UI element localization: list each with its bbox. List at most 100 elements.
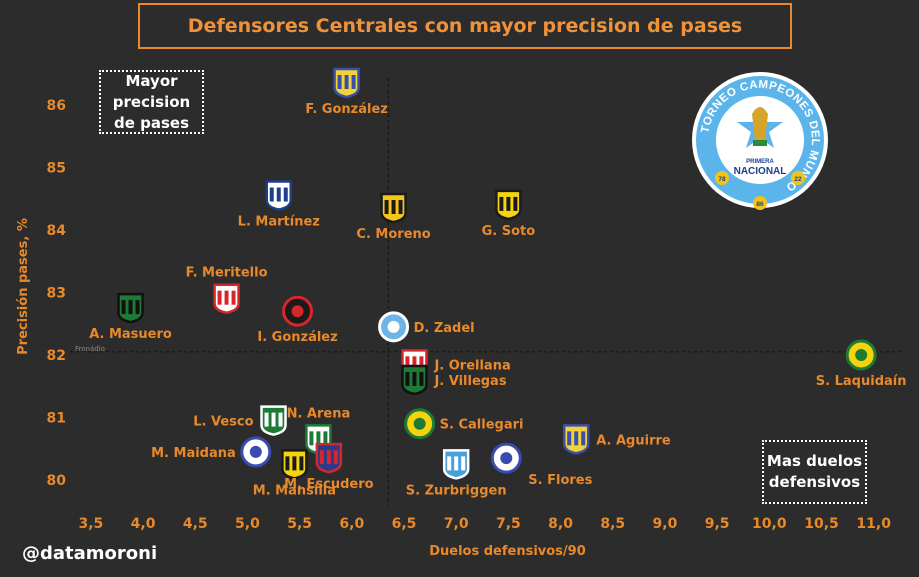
logo-year-bottom: 86 bbox=[756, 201, 764, 208]
point-label: M. Mansilla bbox=[253, 483, 336, 498]
data-point: A. Aguirre bbox=[562, 424, 671, 455]
data-point: S. Laquidaín bbox=[816, 339, 907, 389]
logo-year-left: 78 bbox=[718, 176, 726, 183]
club-badge-center bbox=[291, 305, 304, 318]
club-badge-stripe bbox=[461, 456, 466, 471]
x-tick-label: 4,5 bbox=[183, 516, 208, 532]
club-badge-stripe bbox=[574, 431, 579, 446]
x-tick-label: 7,5 bbox=[496, 516, 521, 532]
club-badge-stripe bbox=[412, 356, 417, 371]
logo-line1: PRIMERA bbox=[746, 159, 774, 165]
note-top-left: Mayor precision de pases bbox=[99, 70, 204, 134]
y-tick-label: 83 bbox=[47, 285, 66, 301]
club-badge-stripe bbox=[283, 187, 288, 202]
x-tick-label: 9,5 bbox=[705, 516, 730, 532]
y-tick-label: 86 bbox=[47, 98, 66, 114]
point-label: F. Meritello bbox=[186, 266, 268, 281]
x-tick-label: 3,5 bbox=[78, 516, 103, 532]
club-badge-stripe bbox=[419, 371, 424, 386]
data-point: S. Flores bbox=[490, 442, 593, 488]
club-badge-stripe bbox=[299, 456, 304, 471]
club-badge-stripe bbox=[581, 431, 586, 446]
data-point: A. Masuero bbox=[89, 292, 172, 342]
data-point: J. Villegas bbox=[401, 364, 507, 396]
x-tick-label: 8,5 bbox=[600, 516, 625, 532]
club-badge-stripe bbox=[391, 200, 396, 215]
data-point: D. Zadel bbox=[378, 311, 475, 343]
club-badge-stripe bbox=[405, 356, 410, 371]
club-badge-stripe bbox=[567, 431, 572, 446]
club-badge-stripe bbox=[121, 300, 126, 315]
data-point: S. Callegari bbox=[404, 408, 523, 440]
club-badge-stripe bbox=[271, 412, 276, 427]
point-label: N. Arena bbox=[287, 406, 351, 421]
point-label: M. Escudero bbox=[284, 477, 374, 492]
club-badge-stripe bbox=[276, 187, 281, 202]
point-label: L. Martínez bbox=[238, 215, 320, 230]
club-badge-stripe bbox=[506, 196, 511, 211]
club-badge-center bbox=[500, 452, 513, 465]
data-point: M. Maidana bbox=[151, 436, 272, 468]
club-badge-stripe bbox=[499, 196, 504, 211]
x-tick-label: 11,0 bbox=[856, 516, 891, 532]
chart-title: Defensores Centrales con mayor precision… bbox=[138, 3, 792, 49]
club-badge-stripe bbox=[351, 75, 356, 90]
club-badge-center bbox=[387, 320, 400, 333]
y-tick-label: 82 bbox=[47, 348, 66, 364]
point-label: C. Moreno bbox=[356, 227, 430, 242]
club-badge-stripe bbox=[398, 200, 403, 215]
data-point: S. Zurbriggen bbox=[406, 449, 507, 498]
point-label: I. González bbox=[257, 330, 337, 345]
data-point: C. Moreno bbox=[356, 192, 431, 242]
x-tick-label: 8,0 bbox=[548, 516, 573, 532]
y-tick-label: 80 bbox=[47, 473, 67, 489]
club-badge-stripe bbox=[384, 200, 389, 215]
club-badge-center bbox=[855, 348, 868, 361]
club-badge-stripe bbox=[326, 450, 331, 465]
point-label: D. Zadel bbox=[414, 321, 475, 336]
club-badge-stripe bbox=[412, 371, 417, 386]
club-badge-stripe bbox=[135, 300, 140, 315]
club-badge-stripe bbox=[333, 450, 338, 465]
club-badge-stripe bbox=[292, 456, 297, 471]
club-badge-stripe bbox=[337, 75, 342, 90]
club-badge-stripe bbox=[269, 187, 274, 202]
logo-line2: NACIONAL bbox=[734, 166, 787, 177]
club-badge-stripe bbox=[513, 196, 518, 211]
point-label: J. Orellana bbox=[433, 358, 510, 373]
club-badge-stripe bbox=[405, 371, 410, 386]
club-badge-stripe bbox=[316, 431, 321, 446]
point-label: F. González bbox=[305, 102, 387, 117]
x-tick-label: 6,0 bbox=[339, 516, 364, 532]
data-point: L. Martínez bbox=[238, 180, 320, 230]
x-tick-label: 10,5 bbox=[804, 516, 839, 532]
data-point: F. Meritello bbox=[186, 266, 268, 314]
data-point: M. Mansilla bbox=[253, 449, 336, 498]
point-label: S. Flores bbox=[528, 473, 592, 488]
x-tick-label: 5,5 bbox=[287, 516, 312, 532]
y-axis-label: Precisión pases, % bbox=[16, 218, 31, 355]
watermark: Fronádio bbox=[75, 345, 105, 353]
club-badge-stripe bbox=[323, 431, 328, 446]
point-label: S. Laquidaín bbox=[816, 374, 907, 389]
club-badge-stripe bbox=[231, 290, 236, 305]
club-badge-stripe bbox=[128, 300, 133, 315]
club-badge-stripe bbox=[309, 431, 314, 446]
club-badge-stripe bbox=[285, 456, 290, 471]
club-badge-stripe bbox=[447, 456, 452, 471]
club-badge-stripe bbox=[419, 356, 424, 371]
x-tick-label: 7,0 bbox=[444, 516, 469, 532]
club-badge-stripe bbox=[278, 412, 283, 427]
data-point: M. Escudero bbox=[284, 442, 374, 492]
point-label: S. Zurbriggen bbox=[406, 483, 507, 498]
y-tick-label: 81 bbox=[47, 410, 66, 426]
x-tick-label: 4,0 bbox=[131, 516, 156, 532]
tournament-logo: TORNEO CAMPEONES DEL MUNDO PRIMERA NACIO… bbox=[690, 70, 830, 210]
point-label: J. Villegas bbox=[433, 374, 506, 389]
data-point: I. González bbox=[257, 295, 338, 345]
club-badge-stripe bbox=[319, 450, 324, 465]
club-badge-stripe bbox=[454, 456, 459, 471]
author-handle: @datamoroni bbox=[22, 543, 158, 564]
note-bottom-right: Mas duelos defensivos bbox=[762, 440, 867, 504]
